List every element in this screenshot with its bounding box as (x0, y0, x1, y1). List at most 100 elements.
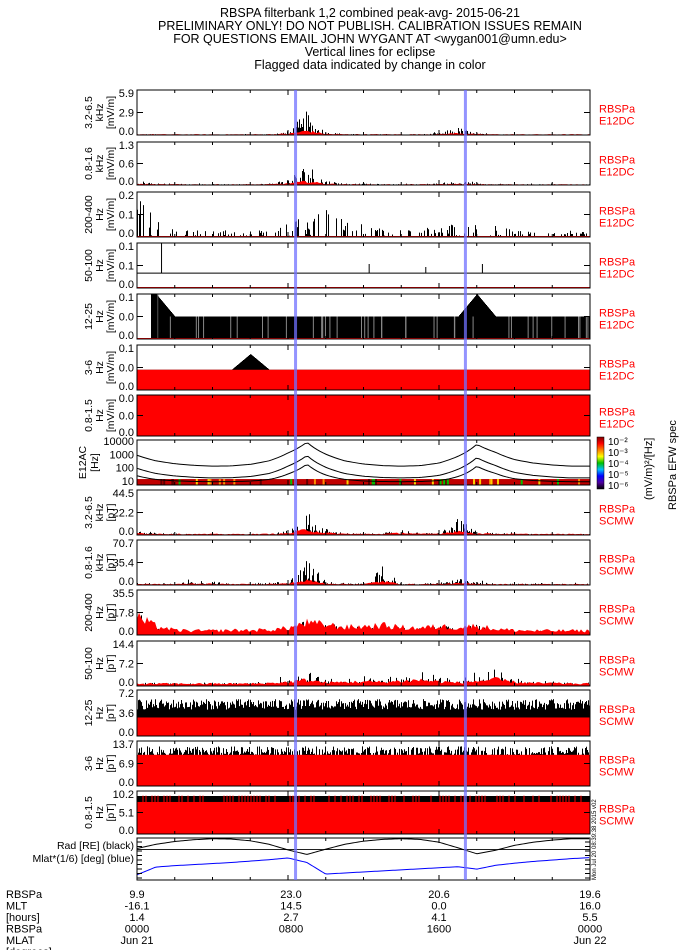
y-tick-label: 0.0 (119, 176, 134, 188)
panel-label: [pT] (105, 503, 117, 521)
colorbar-tick-label: 10⁻⁵ (608, 470, 629, 481)
panel-label: kHz (94, 503, 106, 521)
panel-label: Hz (94, 310, 106, 323)
data-trace (137, 294, 590, 339)
spectrogram-pixel (259, 479, 262, 485)
axis-column-value: 0000 (125, 924, 149, 936)
flagged-fill (137, 717, 590, 736)
panel-label: 12-25 (83, 303, 95, 330)
panel-label: 3.2-6.5 (83, 496, 95, 529)
header-line: RBSPA filterbank 1,2 combined peak-avg- … (220, 6, 520, 20)
panel-label: 200-400 (83, 195, 95, 234)
axis-column-value: 9.9 (129, 889, 144, 901)
panel-15 (136, 837, 591, 881)
panel-frame (136, 89, 591, 136)
panel-label: 3-6 (83, 360, 95, 375)
colorbar-tick-label: 10⁻⁴ (608, 459, 629, 470)
instrument-label: E12DC (599, 218, 635, 230)
spectrogram-pixel (346, 479, 349, 485)
panel-label: Hz (94, 208, 106, 221)
mlat-line (136, 857, 590, 876)
data-trace (137, 201, 590, 237)
spectrogram-pixel (306, 479, 309, 485)
spectrogram-pixel (373, 479, 376, 485)
panel-label: 0.8-1.6 (83, 147, 95, 180)
panel-label: 12-25 (83, 699, 95, 726)
y-tick-label: 0.0 (119, 526, 134, 538)
spectrogram-pixel (290, 479, 293, 485)
panel-label: kHz (94, 553, 106, 571)
y-tick-label: 0.0 (119, 279, 134, 291)
y-tick-label: 0.0 (119, 126, 134, 138)
axis-column-value: 0800 (279, 924, 303, 936)
y-tick-label: 5.9 (119, 88, 134, 100)
y-tick-label: 10000 (103, 436, 134, 448)
instrument-label: RBSPa (599, 755, 636, 767)
y-tick-label: 0.0 (119, 363, 134, 375)
spectrogram-pixel (538, 479, 541, 485)
panel-label: 0.8-1.5 (83, 796, 95, 829)
panel-label: 200-400 (83, 593, 95, 632)
panel-label: [pT] (105, 603, 117, 621)
axis-row-label: RBSPa (6, 889, 43, 901)
spectrogram-pixel (368, 479, 371, 485)
panel-frame (136, 242, 591, 289)
panel-label: E12AC (77, 445, 89, 479)
flagged-fill (137, 579, 590, 585)
axis-column-value: Jun 21 (120, 935, 153, 947)
y-tick-label: 0.0 (119, 330, 134, 342)
spectrogram-pixel (431, 479, 434, 485)
instrument-label: RBSPa (599, 604, 636, 616)
y-tick-label: 0.0 (119, 677, 134, 689)
axis-column-value: 20.6 (428, 889, 449, 901)
spectrogram-pixel (313, 479, 316, 485)
y-tick-label: 7.2 (119, 659, 134, 671)
y-tick-label: 0.0 (119, 411, 134, 423)
flh-line (136, 464, 590, 483)
y-tick-label: 0.0 (119, 727, 134, 739)
y-tick-label: 0.1 (119, 241, 134, 253)
spectrogram-pixel (520, 479, 523, 485)
y-tick-label: 70.7 (113, 538, 134, 550)
y-tick-label: 5.1 (119, 808, 134, 820)
axis-row-label: [hours] (6, 912, 40, 924)
y-tick-label: 0.0 (119, 576, 134, 588)
panel-label: [mV/m] (105, 351, 117, 384)
spectrogram-pixel (322, 479, 325, 485)
panel-label: [pT] (105, 803, 117, 821)
orbit-panel-labels: Rad [RE] (black) Mlat*(1/6) [deg] (blue) (4, 840, 134, 866)
colorbar-tick-label: 10⁻⁶ (608, 481, 629, 492)
panel-frame (136, 539, 591, 586)
colorbar (596, 436, 605, 490)
instrument-label: RBSPa (599, 655, 636, 667)
colorbar-title: RBSPa EFW spec (667, 420, 679, 510)
panel-label: 3.2-6.5 (83, 96, 95, 129)
spectrogram-pixel (178, 479, 181, 485)
instrument-label: RBSPa (599, 504, 636, 516)
eclipse-line (463, 90, 467, 880)
panel-label: [pT] (105, 553, 117, 571)
y-tick-label: 0.0 (119, 825, 134, 837)
instrument-label: E12DC (599, 167, 635, 179)
data-trace (137, 561, 590, 585)
header-line: PRELIMINARY ONLY! DO NOT PUBLISH. CALIBR… (158, 19, 582, 33)
axis-column-value: 23.0 (280, 889, 301, 901)
timestamp-text: Mon Jul 20 08:39:38 2015 v02 (592, 799, 598, 880)
y-tick-label: 0.1 (119, 261, 134, 273)
panel-label: kHz (94, 103, 106, 121)
panel-label: [mV/m] (105, 249, 117, 282)
y-tick-label: 0.0 (119, 312, 134, 324)
instrument-label: SCMW (599, 667, 634, 679)
flagged-fill (137, 754, 590, 786)
colorbar-unit: (mV/m)²/[Hz] (643, 438, 655, 500)
axis-row-label: [degrees] (6, 947, 52, 950)
y-tick-label: 10 (122, 476, 134, 488)
eclipse-line (294, 90, 298, 880)
instrument-label: SCMW (599, 816, 634, 828)
